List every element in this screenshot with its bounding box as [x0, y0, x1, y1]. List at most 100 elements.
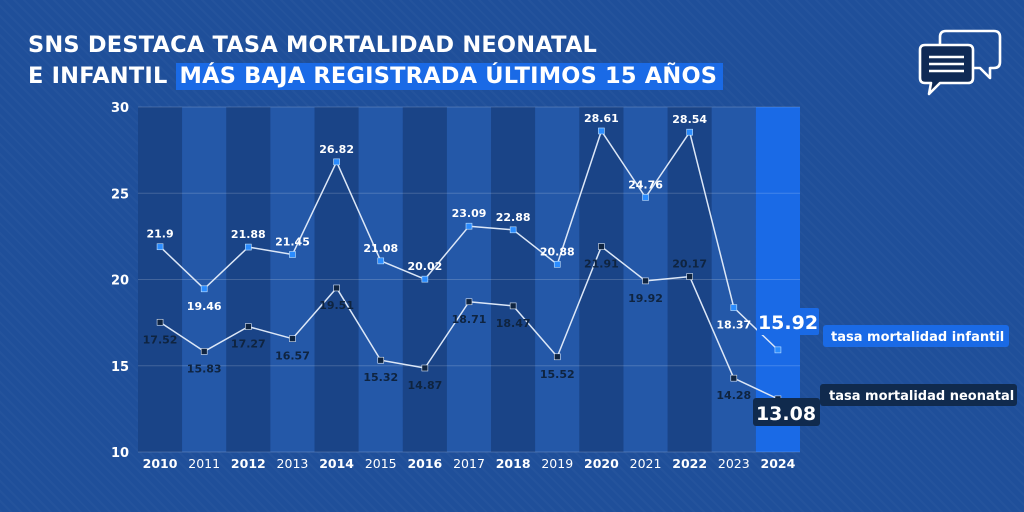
data-label-infantil: 24.76: [628, 178, 663, 191]
x-tick-label: 2020: [584, 456, 619, 471]
data-point-neonatal: [377, 356, 385, 364]
data-point-infantil: [598, 127, 605, 135]
x-tick-label: 2015: [365, 456, 397, 471]
data-label-neonatal: 15.52: [540, 368, 575, 381]
data-label-neonatal: 18.47: [496, 317, 531, 330]
data-label-neonatal: 17.27: [231, 338, 266, 351]
data-label-infantil: 18.37: [716, 319, 751, 332]
column-band-2012: [226, 107, 271, 452]
data-point-infantil: [200, 285, 208, 293]
badge-neonatal-value: 13.08: [756, 403, 816, 425]
x-tick-label: 2012: [231, 456, 266, 471]
data-label-neonatal: 20.17: [672, 258, 707, 271]
data-label-infantil: 21.9: [146, 228, 173, 241]
data-label-infantil: 21.88: [231, 228, 266, 241]
data-label-infantil: 20.02: [407, 260, 442, 273]
x-tick-label: 2010: [143, 456, 178, 471]
data-point-infantil: [686, 128, 693, 136]
data-label-infantil: 22.88: [496, 211, 531, 224]
x-tick-label: 2017: [453, 456, 485, 471]
data-point-neonatal: [730, 374, 738, 382]
data-point-infantil: [642, 194, 649, 201]
y-tick-label: 25: [111, 187, 129, 202]
data-label-neonatal: 16.57: [275, 350, 310, 363]
legend-infantil-label: tasa mortalidad infantil: [831, 330, 1004, 345]
data-label-infantil: 28.54: [672, 113, 707, 126]
chart-title: SNS DESTACA TASA MORTALIDAD NEONATAL E IN…: [28, 30, 724, 92]
column-band-2017: [446, 107, 492, 452]
badge-neonatal-bg: [753, 398, 820, 426]
y-tick-label: 15: [111, 360, 129, 375]
title-line-1: SNS DESTACA TASA MORTALIDAD NEONATAL: [28, 32, 598, 58]
column-band-2020: [579, 107, 624, 452]
legend-neonatal-label: tasa mortalidad neonatal: [829, 389, 1014, 404]
data-point-neonatal: [686, 273, 693, 280]
badge-infantil-value: 15.92: [758, 312, 818, 334]
data-label-neonatal: 18.71: [452, 313, 487, 326]
data-point-infantil: [553, 261, 561, 268]
column-band-2019: [535, 107, 580, 452]
data-point-neonatal: [553, 353, 561, 361]
x-tick-label: 2024: [761, 456, 796, 471]
data-point-neonatal: [642, 277, 649, 285]
data-label-infantil: 19.46: [187, 300, 222, 313]
chat-bubbles-icon: [918, 29, 1002, 96]
title-line-2-highlight: MÁS BAJA REGISTRADA ÚLTIMOS 15 AÑOS: [175, 63, 724, 90]
y-tick-label: 30: [111, 101, 129, 116]
data-point-infantil: [333, 158, 340, 166]
data-label-neonatal: 19.51: [319, 299, 354, 312]
data-label-infantil: 23.09: [452, 207, 487, 220]
data-point-neonatal: [509, 302, 517, 310]
column-band-2024: [755, 107, 800, 452]
data-point-infantil: [245, 243, 252, 251]
title-line-2-plain: E INFANTIL: [28, 63, 176, 89]
data-point-neonatal: [245, 323, 252, 330]
x-tick-label: 2018: [496, 456, 531, 471]
y-tick-label: 10: [111, 446, 129, 461]
legend-infantil-bg: [823, 325, 1009, 347]
data-label-neonatal: 14.28: [716, 389, 751, 402]
data-point-infantil: [509, 226, 517, 234]
data-point-infantil: [730, 304, 738, 311]
data-point-neonatal: [465, 298, 473, 306]
data-point-neonatal: [156, 318, 164, 326]
column-band-2011: [182, 107, 227, 452]
data-label-neonatal: 19.92: [628, 292, 663, 305]
column-band-2015: [358, 107, 403, 452]
x-tick-label: 2023: [718, 456, 750, 471]
data-label-infantil: 21.45: [275, 235, 310, 248]
data-label-infantil: 21.08: [363, 242, 398, 255]
data-label-neonatal: 17.52: [143, 333, 178, 346]
data-label-neonatal: 15.83: [187, 362, 222, 375]
data-label-infantil: 28.61: [584, 112, 619, 125]
data-label-infantil: 26.82: [319, 143, 354, 156]
badge-infantil-bg: [757, 308, 819, 335]
x-tick-label: 2019: [541, 456, 573, 471]
data-point-infantil: [421, 275, 429, 283]
x-tick-label: 2011: [188, 456, 220, 471]
x-tick-label: 2014: [319, 456, 354, 471]
data-point-infantil: [156, 243, 164, 251]
data-point-infantil: [377, 257, 385, 265]
data-point-infantil: [465, 222, 473, 230]
x-tick-label: 2016: [407, 456, 442, 471]
data-label-neonatal: 15.32: [363, 371, 398, 384]
y-tick-label: 20: [111, 274, 129, 289]
column-band-2018: [491, 107, 536, 452]
data-point-neonatal: [598, 243, 605, 250]
data-point-infantil: [289, 251, 296, 258]
x-tick-label: 2022: [672, 456, 707, 471]
data-point-neonatal: [421, 364, 429, 372]
x-tick-label: 2021: [630, 456, 662, 471]
data-label-neonatal: 21.91: [584, 258, 619, 271]
data-label-neonatal: 14.87: [407, 379, 442, 392]
column-band-2013: [270, 107, 315, 452]
x-tick-label: 2013: [277, 456, 309, 471]
column-band-2010: [138, 107, 183, 452]
data-label-infantil: 20.88: [540, 245, 575, 258]
legend-neonatal-bg: [820, 384, 1017, 406]
data-point-neonatal: [333, 284, 340, 292]
data-point-infantil: [774, 346, 782, 354]
data-point-neonatal: [200, 348, 208, 355]
